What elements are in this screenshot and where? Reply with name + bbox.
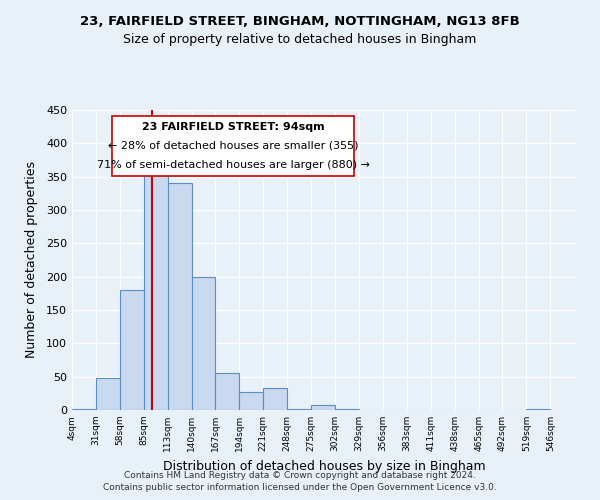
Bar — [191, 276, 215, 410]
Text: Contains public sector information licensed under the Open Government Licence v3: Contains public sector information licen… — [103, 484, 497, 492]
Bar — [287, 408, 311, 410]
Y-axis label: Number of detached properties: Number of detached properties — [25, 162, 38, 358]
Bar — [526, 408, 550, 410]
Bar — [96, 378, 120, 410]
Text: 71% of semi-detached houses are larger (880) →: 71% of semi-detached houses are larger (… — [97, 160, 370, 170]
Text: 23 FAIRFIELD STREET: 94sqm: 23 FAIRFIELD STREET: 94sqm — [142, 122, 325, 132]
Bar — [311, 406, 335, 410]
Bar — [215, 374, 239, 410]
Text: Size of property relative to detached houses in Bingham: Size of property relative to detached ho… — [124, 32, 476, 46]
X-axis label: Distribution of detached houses by size in Bingham: Distribution of detached houses by size … — [163, 460, 485, 472]
Text: Contains HM Land Registry data © Crown copyright and database right 2024.: Contains HM Land Registry data © Crown c… — [124, 471, 476, 480]
Bar — [167, 184, 191, 410]
Bar — [120, 290, 144, 410]
Bar — [335, 408, 359, 410]
Bar — [263, 388, 287, 410]
Text: ← 28% of detached houses are smaller (355): ← 28% of detached houses are smaller (35… — [108, 141, 359, 151]
Bar — [239, 392, 263, 410]
Text: 23, FAIRFIELD STREET, BINGHAM, NOTTINGHAM, NG13 8FB: 23, FAIRFIELD STREET, BINGHAM, NOTTINGHA… — [80, 15, 520, 28]
Bar — [72, 408, 96, 410]
Bar — [144, 164, 167, 410]
